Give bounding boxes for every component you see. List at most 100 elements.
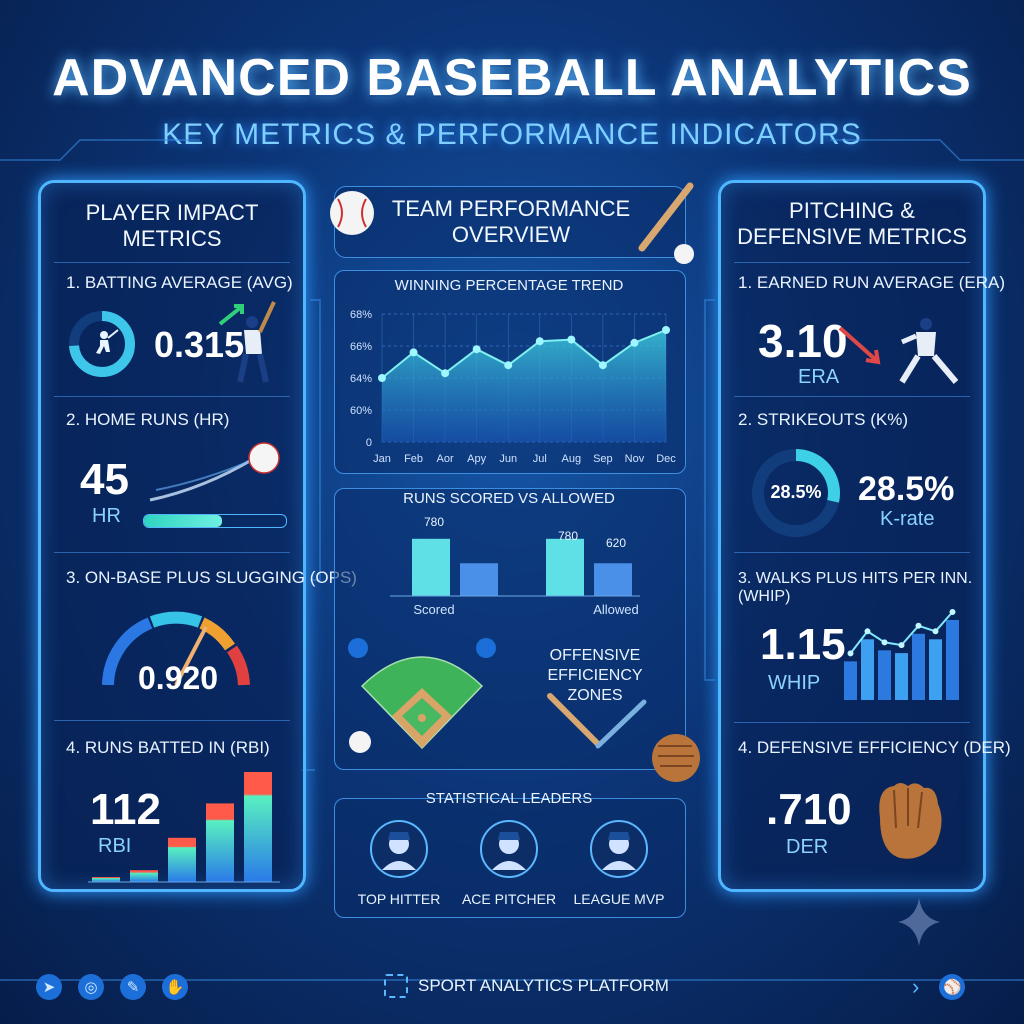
rbi-bar[interactable]	[130, 870, 158, 882]
rbi-bar[interactable]	[92, 877, 120, 882]
trend-point[interactable]	[378, 374, 386, 382]
divider	[734, 552, 970, 553]
target-icon[interactable]: ◎	[78, 974, 104, 1000]
player-impact-header-line1: PLAYER IMPACT	[85, 200, 259, 225]
whip-point[interactable]	[864, 628, 871, 635]
glove-icon	[879, 783, 942, 859]
avg-ring	[69, 311, 135, 377]
whip-label: 3. WALKS PLUS HITS PER INN. (WHIP)	[738, 570, 973, 605]
ball-icon[interactable]: ⚾	[939, 974, 966, 1000]
rbi-value: 112	[90, 785, 161, 834]
batter-icon	[96, 329, 119, 354]
trend-point[interactable]	[598, 361, 607, 370]
divider	[54, 396, 290, 397]
der-unit: DER	[786, 836, 829, 858]
rbi-bar[interactable]	[206, 803, 234, 882]
whip-value: 1.15	[760, 620, 846, 669]
whip-bar[interactable]	[844, 661, 857, 700]
whip-bar[interactable]	[946, 620, 959, 700]
runs-box	[334, 488, 686, 770]
leader-card[interactable]: TOP HITTER	[349, 818, 449, 907]
trend-x-tick: Aug	[562, 453, 582, 465]
whip-point[interactable]	[881, 639, 888, 646]
divider	[734, 262, 970, 263]
leader-card[interactable]: LEAGUE MVP	[569, 818, 669, 907]
trend-x-tick: Jan	[373, 453, 391, 465]
k-ring-value: 28.5%	[770, 482, 822, 502]
k-value: 28.5%	[858, 470, 955, 508]
hr-label: 2. HOME RUNS (HR)	[66, 410, 230, 429]
whip-point[interactable]	[847, 650, 854, 657]
rbi-unit: RBI	[98, 835, 132, 857]
leader-card[interactable]: ACE PITCHER	[459, 818, 559, 907]
trend-x-tick: Sep	[593, 453, 613, 465]
runs-bar[interactable]	[460, 563, 498, 596]
leader-label: LEAGUE MVP	[573, 891, 665, 907]
winning-trend-title: WINNING PERCENTAGE TREND	[394, 277, 624, 294]
running-person-icon[interactable]: ›	[912, 974, 920, 999]
runs-bar[interactable]	[594, 563, 632, 596]
whip-point[interactable]	[932, 628, 939, 635]
whip-bar[interactable]	[929, 639, 942, 700]
rbi-bar-chart	[88, 772, 280, 883]
runs-bar[interactable]	[412, 538, 450, 596]
runs-bar[interactable]	[546, 538, 584, 596]
zones-label: OFFENSIVE EFFICIENCY ZONES	[510, 646, 680, 706]
leader-label: TOP HITTER	[357, 891, 441, 907]
divider	[54, 552, 290, 553]
k-rate-ring	[752, 449, 840, 537]
trend-point[interactable]	[409, 348, 418, 357]
trend-point[interactable]	[441, 369, 450, 378]
trend-x-tick: Aor	[437, 453, 454, 465]
glove-small-icon[interactable]: ✋	[162, 974, 188, 1000]
hr-value: 45	[80, 455, 129, 504]
era-value: 3.10	[758, 315, 848, 367]
trend-point[interactable]	[630, 338, 639, 347]
avg-label: 1. BATTING AVERAGE (AVG)	[66, 273, 293, 292]
pitching-defense-header-line1: PITCHING &	[789, 198, 915, 223]
page-subtitle: KEY METRICS & PERFORMANCE INDICATORS	[162, 118, 862, 151]
whip-point[interactable]	[915, 622, 922, 629]
whip-bar[interactable]	[912, 633, 925, 700]
trend-y-tick: 64%	[350, 373, 372, 385]
pitcher-icon	[838, 318, 959, 384]
footer-right-icons: › ⚾	[912, 974, 966, 1000]
bat-icon[interactable]: ✎	[120, 974, 146, 1000]
runs-value-label: 780	[558, 529, 578, 543]
player-avatar-icon	[480, 820, 538, 878]
avg-value: 0.315	[154, 324, 245, 365]
hr-unit: HR	[92, 505, 121, 527]
divider	[54, 262, 290, 263]
trend-x-tick: Jul	[533, 453, 547, 465]
rbi-bar[interactable]	[244, 772, 272, 882]
home-run-trail-icon	[149, 442, 280, 502]
trend-point[interactable]	[662, 326, 670, 334]
pitching-defense-header: PITCHING & DEFENSIVE METRICS	[718, 198, 986, 250]
whip-bar[interactable]	[895, 653, 908, 700]
hr-progress-fill	[144, 515, 223, 527]
leaders-list: TOP HITTER ACE PITCHER LEAGUE MVP	[344, 818, 674, 907]
whip-point[interactable]	[898, 642, 905, 649]
runs-category-label: Allowed	[593, 602, 639, 617]
whip-bar[interactable]	[878, 650, 891, 700]
leaders-title: STATISTICAL LEADERS	[425, 790, 593, 807]
trend-x-tick: Dec	[656, 453, 676, 465]
era-label: 1. EARNED RUN AVERAGE (ERA)	[738, 273, 1006, 292]
runner-icon[interactable]: ➤	[36, 974, 62, 1000]
page-title: ADVANCED BASEBALL ANALYTICS	[52, 49, 972, 107]
trend-point[interactable]	[472, 345, 481, 354]
trend-x-tick: Apy	[467, 453, 486, 465]
divider	[734, 722, 970, 723]
whip-bar[interactable]	[861, 639, 874, 700]
rbi-bar[interactable]	[168, 837, 196, 882]
divider	[734, 396, 970, 397]
trend-line	[381, 329, 667, 379]
trend-point[interactable]	[535, 337, 544, 346]
runs-title: RUNS SCORED VS ALLOWED	[403, 490, 615, 507]
whip-point[interactable]	[949, 609, 956, 615]
bat-and-ball-icon	[638, 182, 694, 264]
trend-point[interactable]	[504, 361, 513, 370]
trend-y-tick: 68%	[350, 309, 372, 321]
trend-point[interactable]	[567, 335, 576, 344]
